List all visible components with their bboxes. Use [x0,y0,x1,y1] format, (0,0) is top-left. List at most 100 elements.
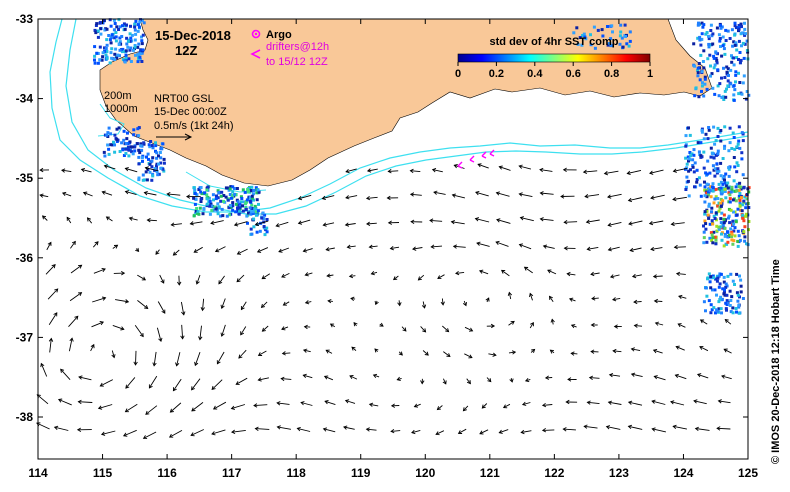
current-vector-head [529,292,534,298]
current-vector [393,275,399,280]
current-vector-head [344,399,350,404]
current-vector-head [631,273,637,279]
sst-pixel [745,90,749,93]
sst-pixel [713,92,717,96]
current-vector-head [211,385,216,391]
current-vector [697,373,709,379]
sst-pixel [122,154,126,157]
sst-pixel [129,36,133,40]
sst-pixel [725,242,729,246]
sst-pixel [738,81,742,84]
sst-pixel [728,193,732,197]
sst-pixel [110,35,114,39]
lon-label: 125 [738,466,758,480]
sst-pixel [241,209,245,213]
current-vector-head [61,191,67,196]
current-vector-head [570,324,576,329]
sst-pixel [126,131,129,135]
current-vector-head [507,291,513,296]
current-vector-head [297,220,303,225]
current-vector-head [563,220,568,225]
current-vector-head [256,248,262,253]
current-vector-head [296,426,301,432]
sst-pixel [108,61,112,65]
sst-pixel [704,32,708,36]
sst-pixel [724,301,728,305]
sst-pixel [707,192,710,196]
sst-pixel [737,58,740,61]
colorbar-tick-label: 1 [647,68,653,80]
current-vector [62,192,72,197]
current-vector-head [450,219,455,225]
current-vector [587,246,599,250]
sst-pixel [719,186,723,190]
current-vector-head [254,426,259,431]
sst-pixel [114,31,118,34]
current-vector-head [181,311,186,316]
sst-pixel [138,151,142,155]
sst-pixel [105,50,109,53]
sst-pixel [732,156,736,159]
current-vector [584,425,598,429]
sst-pixel [713,174,717,178]
sst-pixel [728,221,732,225]
sst-pixel [718,82,722,86]
sst-pixel [723,146,726,150]
sst-pixel [710,233,714,237]
sst-pixel [741,203,745,207]
sst-pixel [711,288,714,292]
sst-pixel [252,225,256,229]
sst-pixel [231,201,235,205]
current-vector [241,301,247,310]
sst-pixel [207,196,211,200]
sst-pixel [236,200,240,204]
sst-pixel [141,33,145,37]
current-vector-head [518,243,523,248]
sst-pixel [725,308,728,312]
current-vector [519,193,533,198]
sst-pixel [262,225,266,228]
current-vector-head [281,326,286,331]
sst-pixel [709,311,713,315]
sst-pixel [160,147,164,151]
current-vector [442,378,447,385]
sst-pixel [230,196,233,200]
sst-pixel [704,227,708,231]
current-vector-head [539,191,544,196]
current-vector [569,298,576,302]
sst-pixel [743,33,747,37]
sst-pixel [227,213,231,217]
current-vector-head [412,246,417,251]
sst-pixel [133,45,137,49]
current-vector-head [231,429,236,435]
current-vector [78,376,92,381]
sst-pixel [195,207,199,210]
current-vector-head [653,375,658,380]
current-vector-head [322,427,328,432]
sst-pixel [732,93,736,97]
sst-pixel [125,137,129,141]
current-vector-head [648,220,654,226]
sst-pixel [696,74,700,78]
sst-pixel [627,44,631,48]
current-vector-head [230,405,236,410]
current-vector-head [146,218,151,223]
sst-pixel [194,209,198,213]
current-vector-head [524,378,530,383]
sst-pixel [265,230,269,234]
sst-pixel [127,57,131,61]
current-vector [305,272,313,276]
sst-pixel [133,28,137,32]
current-vector-head [422,328,427,333]
current-vector-head [607,222,612,227]
current-vector [258,377,269,381]
sst-pixel [93,54,97,58]
sst-pixel [715,59,719,62]
current-vector [213,401,227,410]
current-vector [508,292,512,300]
current-vector [40,363,48,377]
current-vector-head [122,432,128,437]
current-vector [367,168,378,172]
sst-pixel [228,193,232,196]
sst-pixel [747,93,751,97]
